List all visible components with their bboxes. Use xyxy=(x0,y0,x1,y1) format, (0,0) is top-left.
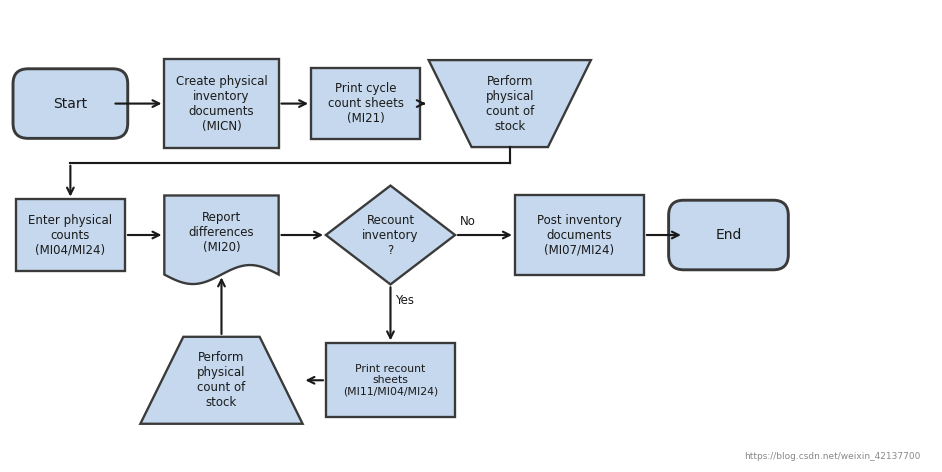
PathPatch shape xyxy=(164,195,279,284)
Polygon shape xyxy=(429,60,591,147)
Text: Start: Start xyxy=(54,97,88,110)
Text: End: End xyxy=(715,228,741,242)
Text: https://blog.csdn.net/weixin_42137700: https://blog.csdn.net/weixin_42137700 xyxy=(744,452,920,461)
Text: No: No xyxy=(460,215,476,228)
Bar xyxy=(311,68,420,139)
Text: Perform
physical
count of
stock: Perform physical count of stock xyxy=(485,75,534,133)
Bar xyxy=(326,343,455,417)
FancyBboxPatch shape xyxy=(13,69,128,138)
Text: Yes: Yes xyxy=(396,294,414,307)
FancyBboxPatch shape xyxy=(669,200,788,270)
Text: Print recount
sheets
(MI11/MI04/MI24): Print recount sheets (MI11/MI04/MI24) xyxy=(343,364,438,397)
Text: Enter physical
counts
(MI04/MI24): Enter physical counts (MI04/MI24) xyxy=(28,213,112,256)
Text: Report
differences
(MI20): Report differences (MI20) xyxy=(188,211,254,253)
Text: Post inventory
documents
(MI07/MI24): Post inventory documents (MI07/MI24) xyxy=(537,213,622,256)
Polygon shape xyxy=(140,337,302,424)
Text: Recount
inventory
?: Recount inventory ? xyxy=(363,213,419,256)
Bar xyxy=(16,200,125,270)
Text: Create physical
inventory
documents
(MICN): Create physical inventory documents (MIC… xyxy=(175,75,268,133)
Bar xyxy=(514,195,644,275)
Bar xyxy=(164,59,279,148)
Text: Print cycle
count sheets
(MI21): Print cycle count sheets (MI21) xyxy=(328,82,403,125)
Polygon shape xyxy=(326,185,455,285)
Text: Perform
physical
count of
stock: Perform physical count of stock xyxy=(197,351,246,409)
